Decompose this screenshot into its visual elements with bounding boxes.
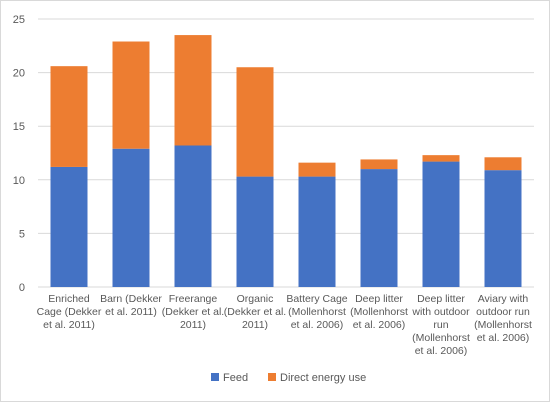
x-tick-label: Freerange (Dekker et al. 2011) xyxy=(162,293,224,331)
legend: Feed Direct energy use xyxy=(211,372,366,384)
bar-feed xyxy=(112,148,150,287)
bar-feed xyxy=(298,176,336,287)
bar-feed xyxy=(174,145,212,287)
y-tick-label: 5 xyxy=(19,228,25,240)
x-tick-label: Enriched Cage (Dekker et al. 2011) xyxy=(37,293,102,331)
x-tick-label: Organic (Dekker et al. 2011) xyxy=(224,293,286,331)
y-axis-ticks: 0 5 10 15 20 25 xyxy=(13,14,25,294)
y-tick-label: 20 xyxy=(13,68,25,80)
x-tick-label: Aviary with outdoor run (Mollenhorst et al.… xyxy=(474,293,532,344)
bar-direct-energy-use xyxy=(50,66,88,167)
legend-label-direct-energy-use: Direct energy use xyxy=(280,372,366,384)
x-tick-label: Deep litter (Mollenhorst et al. 2006) xyxy=(350,293,408,331)
y-tick-label: 25 xyxy=(13,14,25,26)
bar-feed xyxy=(484,170,522,287)
y-tick-label: 0 xyxy=(19,282,25,294)
bar-direct-energy-use xyxy=(236,67,274,177)
bar-direct-energy-use xyxy=(422,155,460,162)
bars xyxy=(50,35,522,287)
bar-direct-energy-use xyxy=(112,41,150,149)
bar-direct-energy-use xyxy=(174,35,212,146)
bar-feed xyxy=(236,176,274,287)
y-tick-label: 15 xyxy=(13,121,25,133)
legend-label-feed: Feed xyxy=(223,372,248,384)
legend-swatch-feed xyxy=(211,373,219,381)
bar-feed xyxy=(50,166,88,287)
bar-direct-energy-use xyxy=(298,162,336,177)
bar-direct-energy-use xyxy=(360,159,398,170)
x-tick-label: Deep litter with outdoor run (Mollenhorst et… xyxy=(411,293,470,357)
x-tick-label: Barn (Dekker et al. 2011) xyxy=(100,293,162,318)
bar-direct-energy-use xyxy=(484,157,522,171)
y-tick-label: 10 xyxy=(13,175,25,187)
gridlines xyxy=(38,18,534,288)
bar-feed xyxy=(422,161,460,287)
x-tick-label: Battery Cage (Mollenhorst et al. 2006) xyxy=(286,293,347,331)
legend-swatch-direct-energy-use xyxy=(268,373,276,381)
bar-feed xyxy=(360,169,398,287)
x-axis-labels: Enriched Cage (Dekker et al. 2011)Barn (De… xyxy=(37,293,532,357)
